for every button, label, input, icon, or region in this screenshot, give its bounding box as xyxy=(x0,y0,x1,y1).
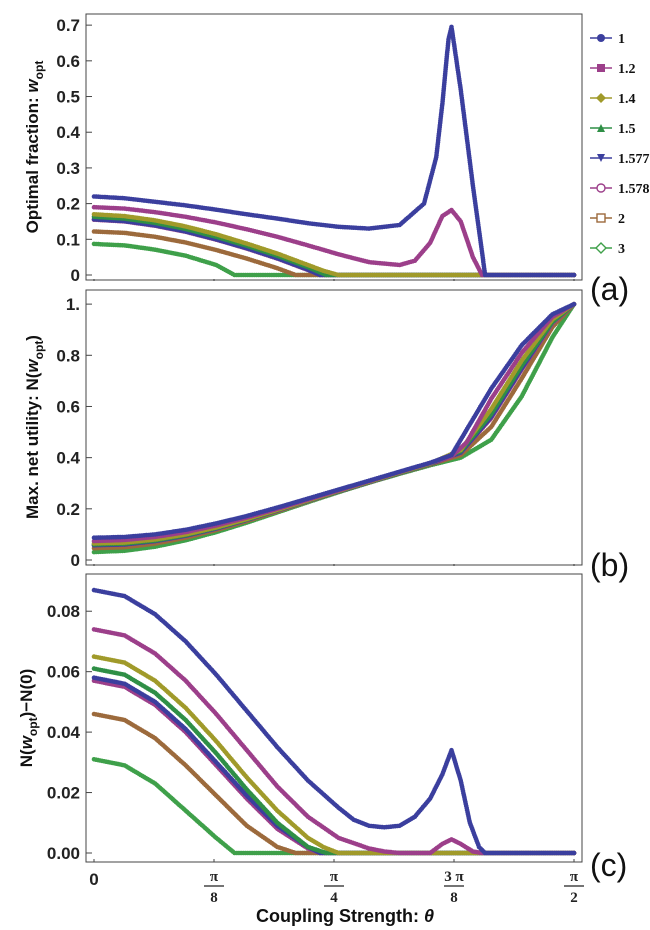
x-tick-label-numerator: π xyxy=(570,869,579,885)
panel-c-series xyxy=(91,587,577,856)
y-tick-label: 0.04 xyxy=(47,723,81,742)
panel-b-ylabel: Max. net utility: N(wopt) xyxy=(23,335,46,519)
panel-b: 0 0.2 0.4 0.6 0.8 1. Max. net utility: N(wopt… xyxy=(23,289,629,583)
panel-a: 0 0.1 0.2 0.3 0.4 0.5 0.6 0.7 Optimal fraction:… xyxy=(23,13,629,307)
y-tick-label: 1. xyxy=(66,295,80,314)
data-point xyxy=(571,301,577,307)
series-1 xyxy=(91,301,577,540)
x-tick-label: 0 xyxy=(89,870,98,889)
y-tick-label: 0.06 xyxy=(47,663,80,682)
data-point xyxy=(571,272,577,278)
y-tick-label: 0.1 xyxy=(56,230,80,249)
x-tick-label-denominator: 4 xyxy=(330,890,338,906)
y-tick-label: 0.08 xyxy=(47,602,80,621)
x-tick-label-numerator: π xyxy=(210,869,219,885)
x-tick-label-denominator: 8 xyxy=(450,890,458,906)
y-tick-label: 0.3 xyxy=(56,159,80,178)
y-tick-label: 0.4 xyxy=(56,123,80,142)
y-tick-label: 0.4 xyxy=(56,449,80,468)
y-tick-label: 0 xyxy=(71,266,80,285)
panel-b-series xyxy=(91,301,577,555)
panel-b-label: (b) xyxy=(590,547,629,583)
panel-c-x-ticks: 0 π 8 π 4 3 π 8 π 2 xyxy=(89,869,584,906)
x-tick-label-numerator: 3 π xyxy=(444,869,464,885)
y-tick-label: 0.8 xyxy=(56,346,80,365)
panel-a-series xyxy=(91,24,577,278)
y-tick-label: 0.2 xyxy=(56,195,80,214)
y-tick-label: 0.5 xyxy=(56,88,80,107)
panel-a-y-ticks: 0 0.1 0.2 0.3 0.4 0.5 0.6 0.7 xyxy=(56,16,575,285)
y-tick-label: 0.00 xyxy=(47,844,80,863)
x-tick-label-denominator: 8 xyxy=(210,890,218,906)
x-tick-label-numerator: π xyxy=(330,869,339,885)
y-tick-label: 0.7 xyxy=(56,16,80,35)
x-tick-label-denominator: 2 xyxy=(570,890,578,906)
panel-b-frame xyxy=(85,289,583,566)
y-tick-label: 0 xyxy=(71,551,80,570)
panel-b-y-ticks: 0 0.2 0.4 0.6 0.8 1. xyxy=(56,295,575,570)
y-tick-label: 0.6 xyxy=(56,397,80,416)
y-tick-label: 0.2 xyxy=(56,500,80,519)
panel-a-label: (a) xyxy=(590,271,629,307)
y-tick-label: 0.02 xyxy=(47,784,80,803)
panel-a-ylabel: Optimal fraction: wopt xyxy=(23,61,46,234)
panel-a-frame xyxy=(85,13,583,281)
y-tick-label: 0.6 xyxy=(56,52,80,71)
panel-c-y-ticks: 0.00 0.02 0.04 0.06 0.08 xyxy=(47,602,575,863)
series-1 xyxy=(91,24,577,278)
